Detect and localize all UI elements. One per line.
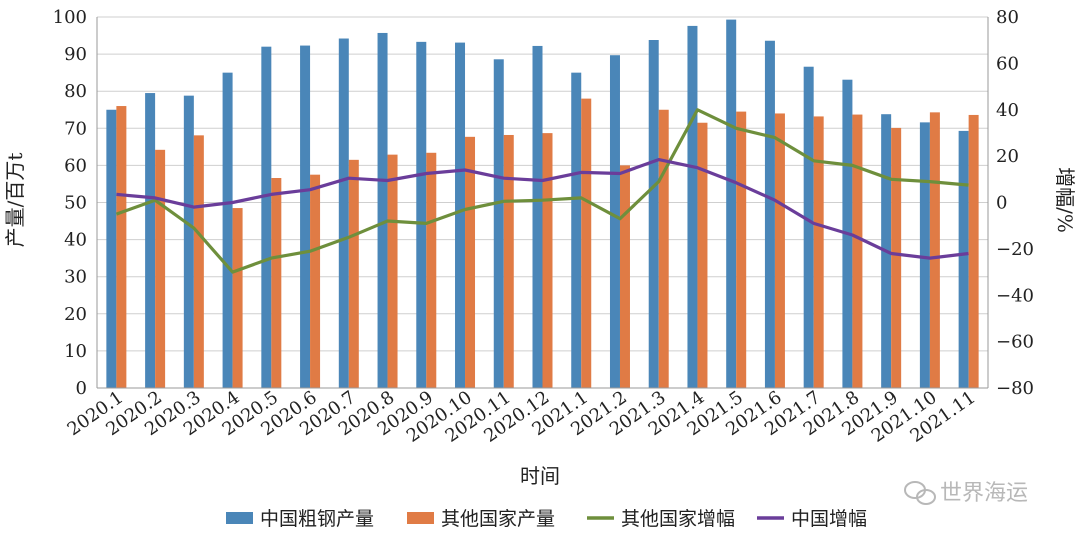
bar-other bbox=[310, 174, 321, 388]
watermark-text: 世界海运 bbox=[940, 481, 1028, 506]
legend-label: 其他国家产量 bbox=[441, 508, 555, 530]
bar-other bbox=[813, 116, 824, 388]
bar-china bbox=[455, 42, 466, 388]
y-tick-label: 0 bbox=[76, 378, 87, 399]
bar-other bbox=[697, 122, 708, 389]
bar-china bbox=[571, 72, 582, 389]
legend-swatch bbox=[226, 512, 253, 524]
bar-other bbox=[736, 111, 747, 388]
bar-other bbox=[232, 208, 243, 388]
bar-china bbox=[919, 122, 930, 388]
line-series-1 bbox=[116, 158, 969, 260]
legend-item: 中国粗钢产量 bbox=[226, 508, 374, 530]
bar-china bbox=[300, 45, 311, 388]
y-tick-label: 80 bbox=[64, 81, 87, 102]
bar-china bbox=[687, 25, 698, 389]
y2-tick-label: −60 bbox=[996, 332, 1034, 353]
bar-china bbox=[803, 66, 814, 389]
y2-tick-label: −40 bbox=[996, 285, 1034, 306]
y-tick-label: 100 bbox=[53, 7, 87, 28]
bar-other bbox=[116, 106, 127, 388]
bars bbox=[106, 19, 979, 389]
y-tick-label: 10 bbox=[64, 341, 87, 362]
bar-other bbox=[619, 165, 630, 388]
legend-label: 中国粗钢产量 bbox=[260, 508, 374, 530]
legend: 中国粗钢产量 其他国家产量 其他国家增幅 中国增幅 bbox=[226, 508, 867, 530]
bar-china bbox=[958, 130, 969, 388]
bar-other bbox=[348, 159, 359, 388]
bar-china bbox=[532, 45, 543, 389]
bar-other bbox=[387, 154, 398, 388]
bar-other bbox=[155, 149, 166, 388]
y2-tick-label: 20 bbox=[996, 146, 1019, 167]
bar-china bbox=[764, 40, 775, 389]
legend-item: 其他国家产量 bbox=[407, 508, 555, 530]
legend-label: 其他国家增幅 bbox=[621, 508, 735, 530]
line-series-0 bbox=[115, 108, 969, 274]
y-tick-label: 50 bbox=[64, 193, 87, 214]
wechat-icon bbox=[904, 481, 936, 505]
y2-tick-label: −80 bbox=[996, 378, 1034, 399]
bar-china bbox=[183, 95, 194, 388]
x-axis-title: 时间 bbox=[520, 464, 560, 488]
bar-china bbox=[145, 93, 156, 389]
lines bbox=[115, 108, 969, 274]
bar-other bbox=[465, 136, 476, 388]
y2-tick-label: −20 bbox=[996, 239, 1034, 260]
bar-other bbox=[929, 112, 940, 389]
y-tick-label: 40 bbox=[64, 230, 87, 251]
y2-tick-label: 40 bbox=[996, 100, 1019, 121]
y2-tick-label: 80 bbox=[996, 7, 1019, 28]
legend-item: 中国增幅 bbox=[757, 508, 867, 530]
bar-china bbox=[261, 46, 272, 389]
bar-china bbox=[726, 19, 737, 389]
bar-china bbox=[493, 59, 504, 388]
bar-china bbox=[338, 38, 349, 388]
y2-tick-label: 60 bbox=[996, 53, 1019, 74]
bar-other bbox=[774, 113, 785, 389]
y-tick-label: 90 bbox=[64, 44, 87, 65]
bar-other bbox=[658, 109, 669, 388]
bar-other bbox=[426, 152, 437, 388]
legend-item: 其他国家增幅 bbox=[587, 508, 735, 530]
axes bbox=[96, 17, 989, 389]
bar-other bbox=[852, 114, 863, 388]
bar-china bbox=[377, 32, 388, 388]
y2-axis-title: 增幅/% bbox=[1053, 167, 1077, 233]
y-axis-title: 产量/百万t bbox=[3, 153, 27, 248]
legend-label: 中国增幅 bbox=[791, 508, 867, 530]
bar-other bbox=[581, 98, 592, 389]
y-tick-label: 60 bbox=[64, 155, 87, 176]
bar-china bbox=[106, 109, 117, 388]
watermark: 世界海运 bbox=[904, 481, 1028, 506]
bar-other bbox=[968, 114, 979, 388]
bar-other bbox=[542, 133, 553, 388]
y-tick-label: 20 bbox=[64, 304, 87, 325]
bar-china bbox=[416, 41, 427, 389]
bar-china bbox=[609, 55, 620, 388]
legend-swatch bbox=[407, 512, 434, 524]
bar-china bbox=[648, 40, 659, 388]
bar-other bbox=[193, 135, 204, 388]
bar-china bbox=[222, 72, 233, 389]
y2-tick-label: 0 bbox=[996, 193, 1007, 214]
y-tick-label: 70 bbox=[64, 118, 87, 139]
bar-other bbox=[271, 178, 282, 388]
bar-other bbox=[503, 134, 514, 388]
bar-other bbox=[891, 127, 902, 388]
y-tick-label: 30 bbox=[64, 267, 87, 288]
